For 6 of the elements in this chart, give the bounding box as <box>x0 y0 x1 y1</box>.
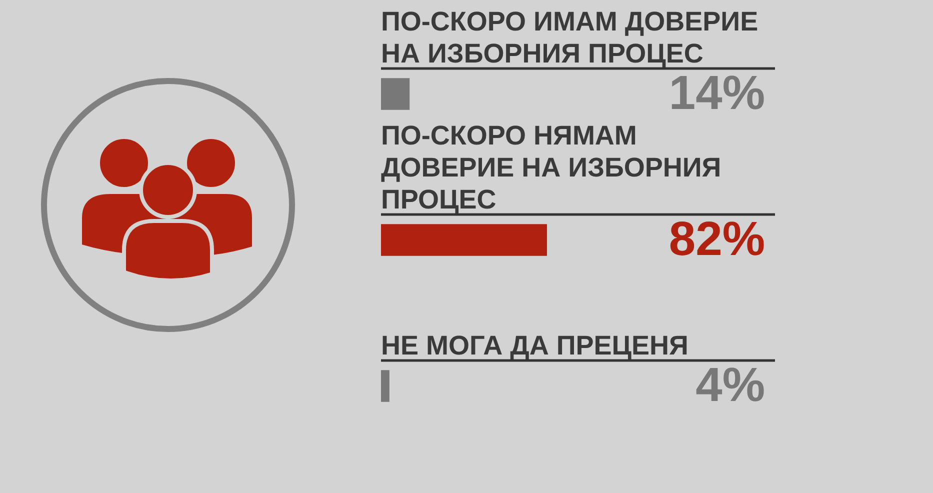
y-tick-label: ПО-СКОРО ИМАМ ДОВЕРИЕ НА ИЗБОРНИЯ ПРОЦЕС <box>381 6 758 68</box>
data-label: 14% <box>668 67 765 120</box>
data-label: 4% <box>696 359 765 412</box>
y-tick-label: НЕ МОГА ДА ПРЕЦЕНЯ <box>381 330 688 360</box>
data-label: 82% <box>668 213 765 266</box>
y-tick-label: ПО-СКОРО НЯМАМ ДОВЕРИЕ НА ИЗБОРНИЯ ПРОЦЕС <box>381 120 722 214</box>
